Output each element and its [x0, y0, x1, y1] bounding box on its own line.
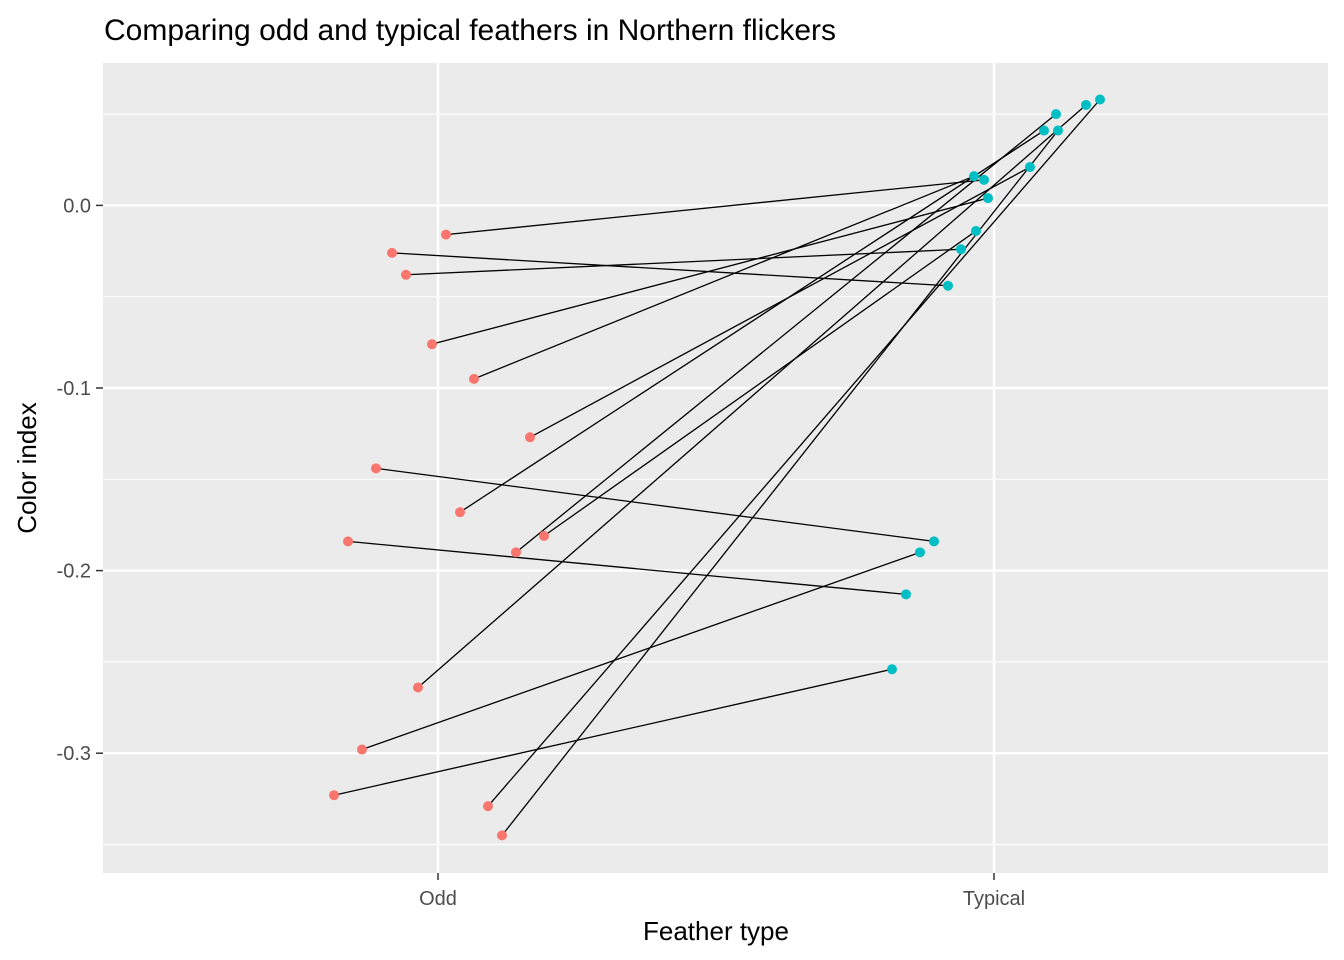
point-typical	[956, 244, 966, 255]
pair-segment	[445, 179, 985, 236]
point-typical	[943, 280, 953, 291]
x-tick-label: Typical	[963, 888, 1025, 910]
pair-segment	[333, 668, 893, 796]
point-typical	[1095, 94, 1105, 105]
pair-segment	[391, 252, 949, 287]
point-typical	[929, 536, 939, 547]
point-typical	[915, 547, 925, 558]
grid-lines	[103, 63, 1328, 873]
point-typical	[971, 225, 981, 236]
x-axis-title: Feather type	[643, 916, 789, 946]
pair-segment	[459, 129, 1045, 513]
point-odd	[401, 269, 411, 280]
y-tick-label: -0.3	[57, 743, 91, 765]
point-odd	[511, 547, 521, 558]
point-typical	[901, 589, 911, 600]
point-odd	[469, 373, 479, 384]
pair-segment	[543, 230, 977, 537]
point-typical	[1081, 99, 1091, 110]
pair-segment	[487, 99, 1101, 807]
plot-panel	[103, 63, 1328, 873]
y-tick-label: -0.2	[57, 561, 91, 583]
point-odd	[525, 432, 535, 443]
data-points	[329, 94, 1105, 841]
pair-segment	[375, 467, 935, 543]
point-odd	[343, 536, 353, 547]
point-typical	[1053, 125, 1063, 136]
point-typical	[1025, 162, 1035, 173]
pair-segment	[431, 197, 989, 345]
point-odd	[329, 790, 339, 801]
point-odd	[357, 744, 367, 755]
chart-title: Comparing odd and typical feathers in No…	[104, 14, 836, 47]
point-typical	[969, 171, 979, 182]
y-tick-label: 0.0	[63, 195, 91, 217]
pair-segment	[529, 166, 1031, 438]
pair-segment	[515, 113, 1057, 553]
point-typical	[979, 174, 989, 185]
point-typical	[983, 193, 993, 204]
point-typical	[1051, 109, 1061, 120]
point-odd	[539, 530, 549, 541]
point-odd	[441, 229, 451, 240]
pair-segment	[417, 104, 1087, 688]
point-odd	[497, 830, 507, 841]
point-odd	[455, 507, 465, 518]
y-tick-label: -0.1	[57, 378, 91, 400]
point-odd	[427, 339, 437, 350]
point-typical	[1039, 125, 1049, 136]
pair-segment	[405, 248, 962, 276]
pair-segment	[361, 551, 921, 751]
pair-segments	[333, 99, 1101, 836]
axis-ticks: 0.0 -0.1 -0.2 -0.3 Odd Typical	[57, 195, 1026, 910]
point-odd	[387, 247, 397, 258]
x-tick-label: Odd	[419, 888, 457, 910]
point-odd	[413, 682, 423, 693]
y-axis-title: Color index	[12, 402, 42, 534]
point-odd	[371, 463, 381, 474]
pair-segment	[347, 540, 907, 595]
point-odd	[483, 801, 493, 812]
pair-segment	[473, 175, 975, 380]
point-typical	[887, 664, 897, 675]
